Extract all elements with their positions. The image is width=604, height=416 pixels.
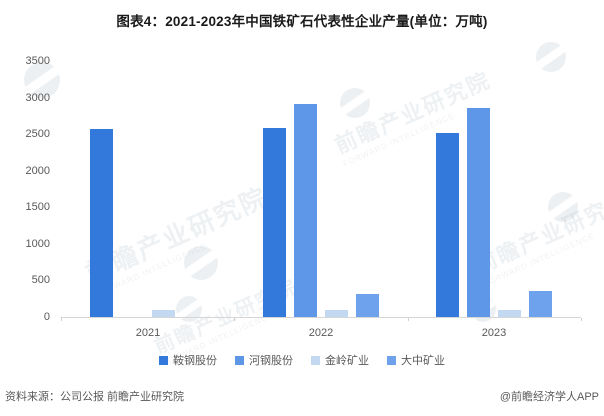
legend-swatch-icon	[311, 355, 320, 365]
bar-chart-plot: 0 500 1000 1500 2000 2500 3000 3500 2021 2022 2023	[25, 55, 582, 339]
legend-label: 大中矿业	[401, 355, 445, 367]
legend-item-河钢股份: 河钢股份	[235, 352, 293, 368]
chart-title: 图表4：2021-2023年中国铁矿石代表性企业产量(单位：万吨)	[116, 14, 488, 29]
x-axis-tick	[407, 318, 409, 321]
attribution-note: @前瞻经济学人APP	[499, 391, 599, 403]
x-axis-tick	[234, 318, 236, 321]
legend-swatch-icon	[235, 355, 244, 365]
x-axis-category-label: 2021	[135, 327, 161, 339]
y-axis-tick-label: 1500	[25, 201, 50, 214]
y-axis-tick-label: 1000	[25, 237, 50, 250]
bar-鞍钢股份-2021	[89, 129, 113, 317]
legend-item-鞍钢股份: 鞍钢股份	[159, 352, 217, 368]
legend-item-金岭矿业: 金岭矿业	[311, 352, 369, 368]
legend-label: 河钢股份	[249, 355, 293, 367]
bar-金岭矿业-2021	[152, 309, 176, 317]
chart-legend: 鞍钢股份 河钢股份 金岭矿业 大中矿业	[0, 352, 604, 368]
legend-label: 金岭矿业	[325, 355, 369, 367]
bar-金岭矿业-2022	[325, 310, 349, 317]
x-axis-tick	[61, 318, 62, 321]
y-axis-tick-label: 2500	[25, 128, 50, 141]
y-axis-tick-label: 500	[31, 274, 50, 287]
bar-河钢股份-2023	[466, 107, 490, 317]
bar-鞍钢股份-2022	[262, 127, 286, 317]
source-note: 资料来源：公司公报 前瞻产业研究院	[5, 391, 185, 403]
y-axis-tick-label: 3500	[25, 55, 50, 67]
bar-大中矿业-2023	[529, 291, 553, 317]
chart-footer: 资料来源：公司公报 前瞻产业研究院 @前瞻经济学人APP	[0, 385, 604, 405]
bar-鞍钢股份-2023	[435, 132, 459, 317]
y-axis-tick-label: 3000	[25, 91, 50, 104]
x-axis-category-label: 2022	[308, 327, 334, 339]
legend-item-大中矿业: 大中矿业	[387, 352, 445, 368]
y-axis-tick-label: 2000	[25, 164, 50, 177]
bar-河钢股份-2022	[293, 104, 317, 317]
legend-swatch-icon	[387, 355, 396, 365]
x-axis-category-label: 2023	[481, 327, 507, 339]
bar-金岭矿业-2023	[498, 309, 522, 317]
y-axis-tick-label: 0	[43, 311, 50, 323]
legend-swatch-icon	[159, 355, 168, 365]
bar-大中矿业-2022	[356, 293, 380, 317]
legend-label: 鞍钢股份	[173, 355, 217, 367]
x-axis-line	[61, 317, 581, 318]
x-axis-tick	[581, 318, 582, 321]
